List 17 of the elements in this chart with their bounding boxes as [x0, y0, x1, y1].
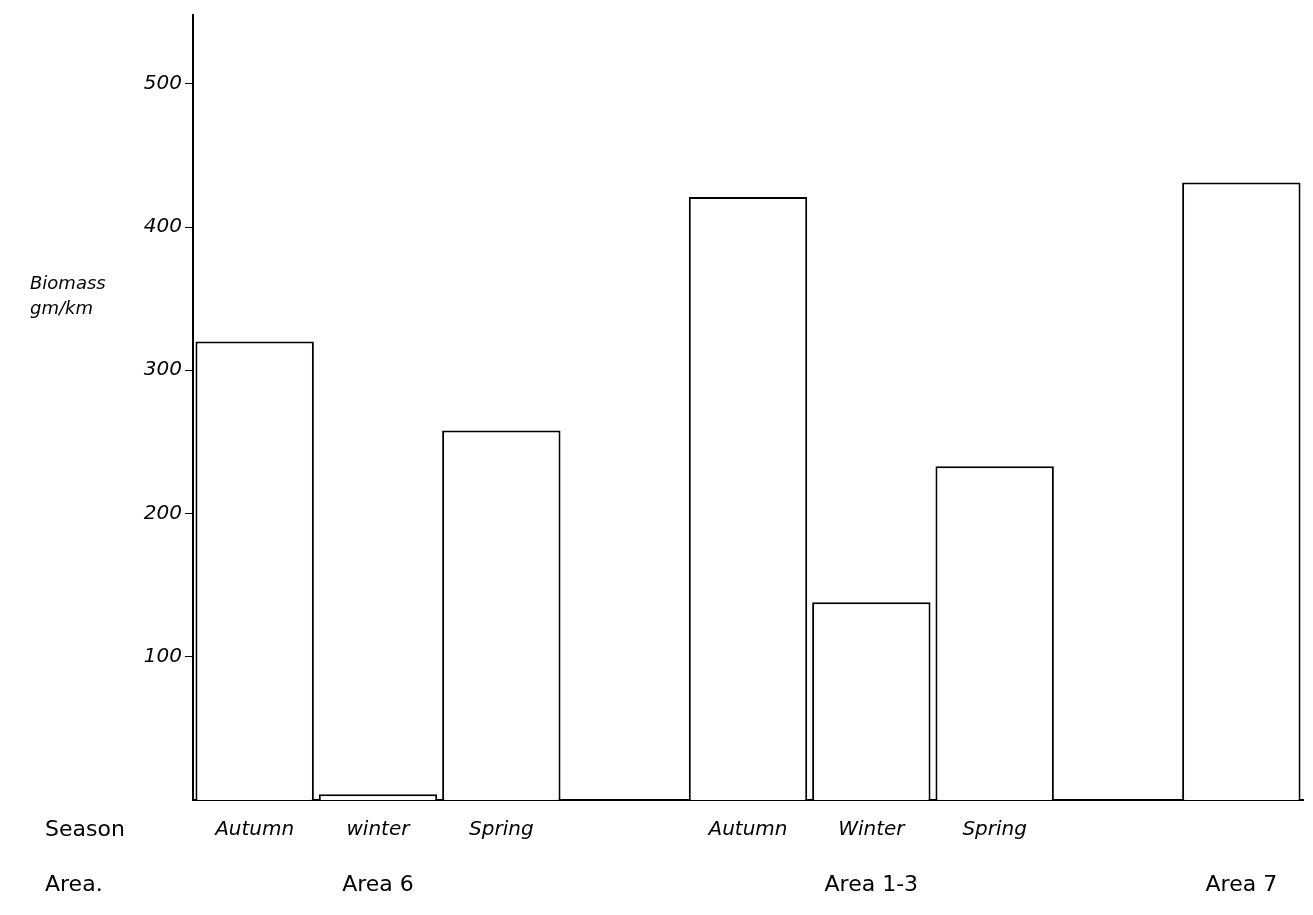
y-tick-label: 100 [143, 642, 182, 667]
text: Area 7 [1205, 870, 1278, 896]
x-axis-title: Season [45, 815, 125, 841]
text: Area. [45, 870, 103, 896]
y-tick-label: 500 [143, 69, 182, 94]
y-tick-label: 200 [143, 499, 182, 524]
y-tick-label: 300 [143, 356, 182, 381]
x-tick-label: Winter [838, 816, 907, 841]
y-axis-title: Biomass gm/km [30, 271, 107, 321]
x-tick-label: winter [346, 816, 412, 841]
x-tick-label: Spring [469, 816, 534, 841]
x-tick-label: Autumn [213, 816, 295, 841]
text: Area 6 [342, 870, 414, 896]
y-tick-label: 400 [143, 213, 182, 238]
x-tick-label: Spring [962, 816, 1027, 841]
x-tick-label: Autumn [706, 816, 788, 841]
text: Area 1-3 [824, 870, 919, 896]
